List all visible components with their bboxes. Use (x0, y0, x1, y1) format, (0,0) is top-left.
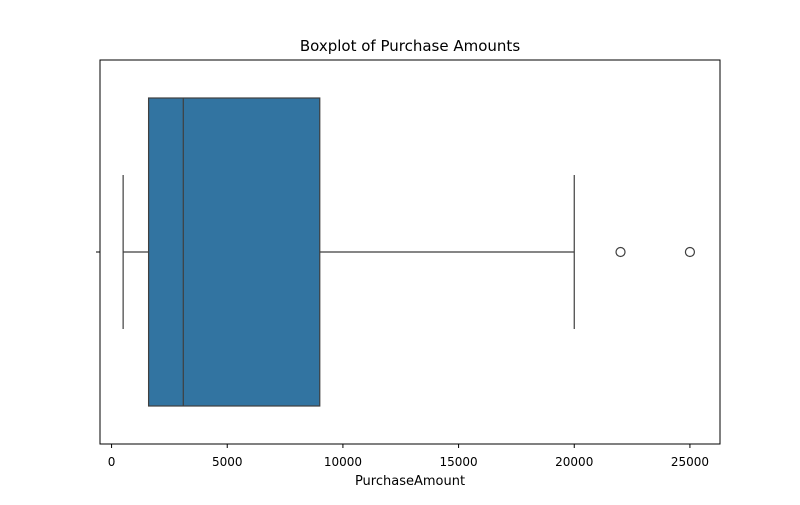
x-tick-label: 15000 (439, 455, 477, 469)
x-tick-label: 10000 (324, 455, 362, 469)
x-tick-label: 20000 (555, 455, 593, 469)
outlier-point (684, 246, 696, 258)
box-series (122, 97, 696, 407)
x-axis-label: PurchaseAmount (355, 474, 465, 489)
iqr-box (147, 97, 321, 407)
chart-title: Boxplot of Purchase Amounts (300, 37, 520, 55)
x-axis: 0 5000 10000 15000 20000 25000 (108, 444, 709, 469)
x-tick-label: 25000 (671, 455, 709, 469)
x-tick-label: 0 (108, 455, 116, 469)
outlier-point (615, 246, 626, 258)
x-tick-label: 5000 (212, 455, 243, 469)
